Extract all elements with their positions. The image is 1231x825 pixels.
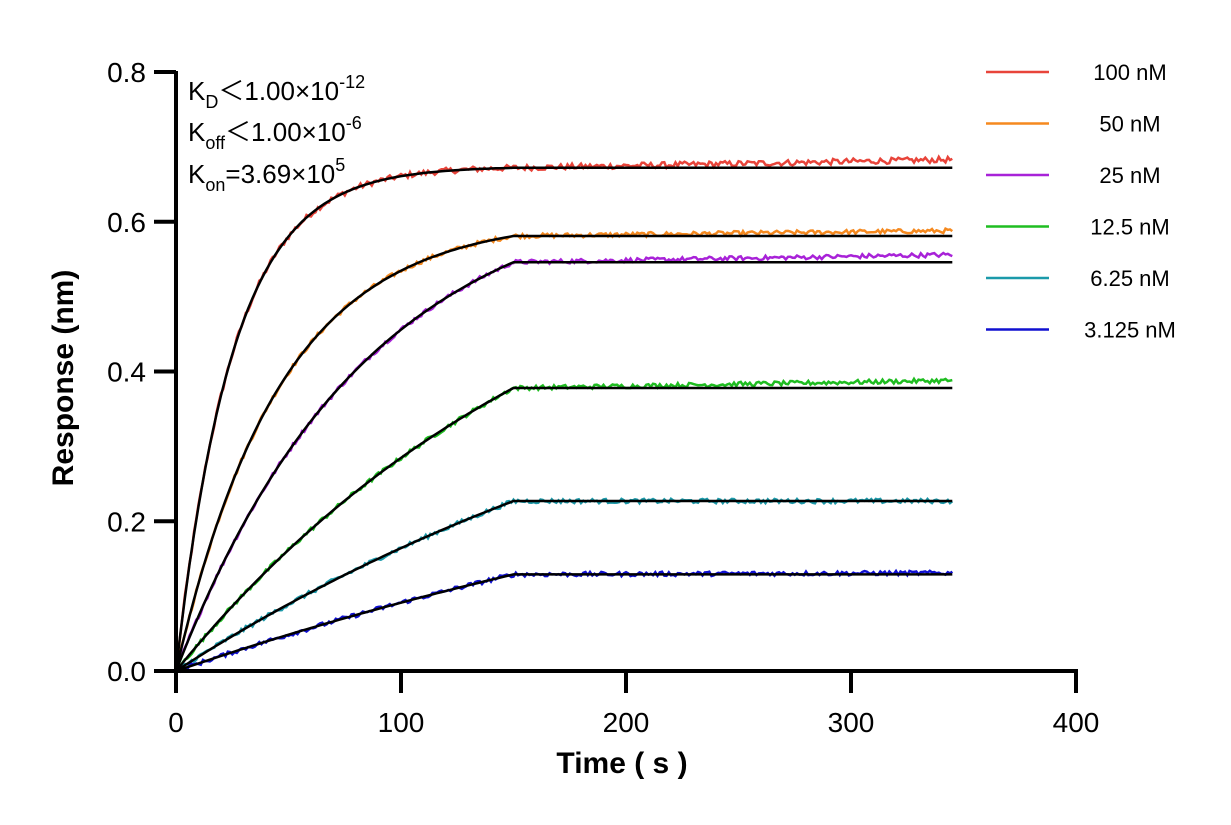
kon-relation: = [225, 159, 240, 189]
y-tick-label-3: 0.6 [107, 207, 146, 238]
fit-line-0 [174, 166, 953, 672]
y-tick-label-0: 0.0 [107, 656, 146, 687]
kon-symbol: K [188, 159, 206, 189]
series-trace-4 [175, 496, 954, 672]
x-tick-label-2: 200 [603, 707, 650, 738]
koff-subscript: off [205, 133, 226, 153]
legend-label-4: 6.25 nM [1090, 266, 1170, 291]
legend: 100 nM 50 nM 25 nM 12.5 nM 6.25 nM 3.125 nM [986, 60, 1176, 343]
series-trace-2 [174, 251, 953, 672]
fit-line-4 [175, 499, 953, 673]
kon-annotation: Kon=3.69×105 [188, 155, 345, 195]
series-trace-3 [174, 376, 953, 672]
kon-value: 3.69×10 [241, 159, 336, 189]
x-tick-label-1: 100 [378, 707, 425, 738]
kon-subscript: on [205, 175, 225, 195]
koff-annotation: Koff＜1.00×10-6 [188, 113, 362, 153]
kd-annotation: KD＜1.00×10-12 [188, 72, 365, 112]
series-trace-1 [174, 227, 954, 672]
kd-relation: ＜ [218, 76, 244, 106]
fit-line-1 [174, 234, 953, 672]
kon-exponent: 5 [335, 155, 345, 175]
curves-layer [174, 154, 954, 674]
y-tick-label-2: 0.4 [107, 357, 146, 388]
kinetics-annotations: KD＜1.00×10-12 Koff＜1.00×10-6 Kon=3.69×10… [188, 72, 365, 195]
fit-line-2 [174, 260, 953, 672]
x-axis-title: Time ( s ) [556, 747, 687, 780]
kd-symbol: K [188, 76, 206, 106]
legend-label-5: 3.125 nM [1084, 318, 1176, 343]
legend-label-0: 100 nM [1093, 60, 1166, 85]
kd-subscript: D [205, 92, 218, 112]
koff-exponent: -6 [346, 113, 362, 133]
x-tick-label-3: 300 [828, 707, 875, 738]
fit-lines-layer [174, 166, 953, 673]
x-tick-label-0: 0 [168, 707, 184, 738]
fit-line-3 [175, 386, 953, 672]
axes: 0.0 0.2 0.4 0.6 0.8 0 100 200 300 400 [107, 57, 1099, 738]
y-tick-label-4: 0.8 [107, 57, 146, 88]
kd-exponent: -12 [339, 72, 365, 92]
y-tick-label-1: 0.2 [107, 506, 146, 537]
koff-value: 1.00×10 [251, 117, 346, 147]
koff-symbol: K [188, 117, 206, 147]
legend-label-1: 50 nM [1099, 112, 1160, 137]
legend-label-2: 25 nM [1099, 163, 1160, 188]
koff-relation: ＜ [225, 117, 251, 147]
kd-value: 1.00×10 [244, 76, 339, 106]
y-axis-title: Response (nm) [47, 270, 80, 487]
fit-line-5 [175, 573, 953, 673]
legend-label-3: 12.5 nM [1090, 215, 1170, 240]
series-trace-5 [175, 568, 954, 674]
x-tick-label-4: 400 [1053, 707, 1100, 738]
